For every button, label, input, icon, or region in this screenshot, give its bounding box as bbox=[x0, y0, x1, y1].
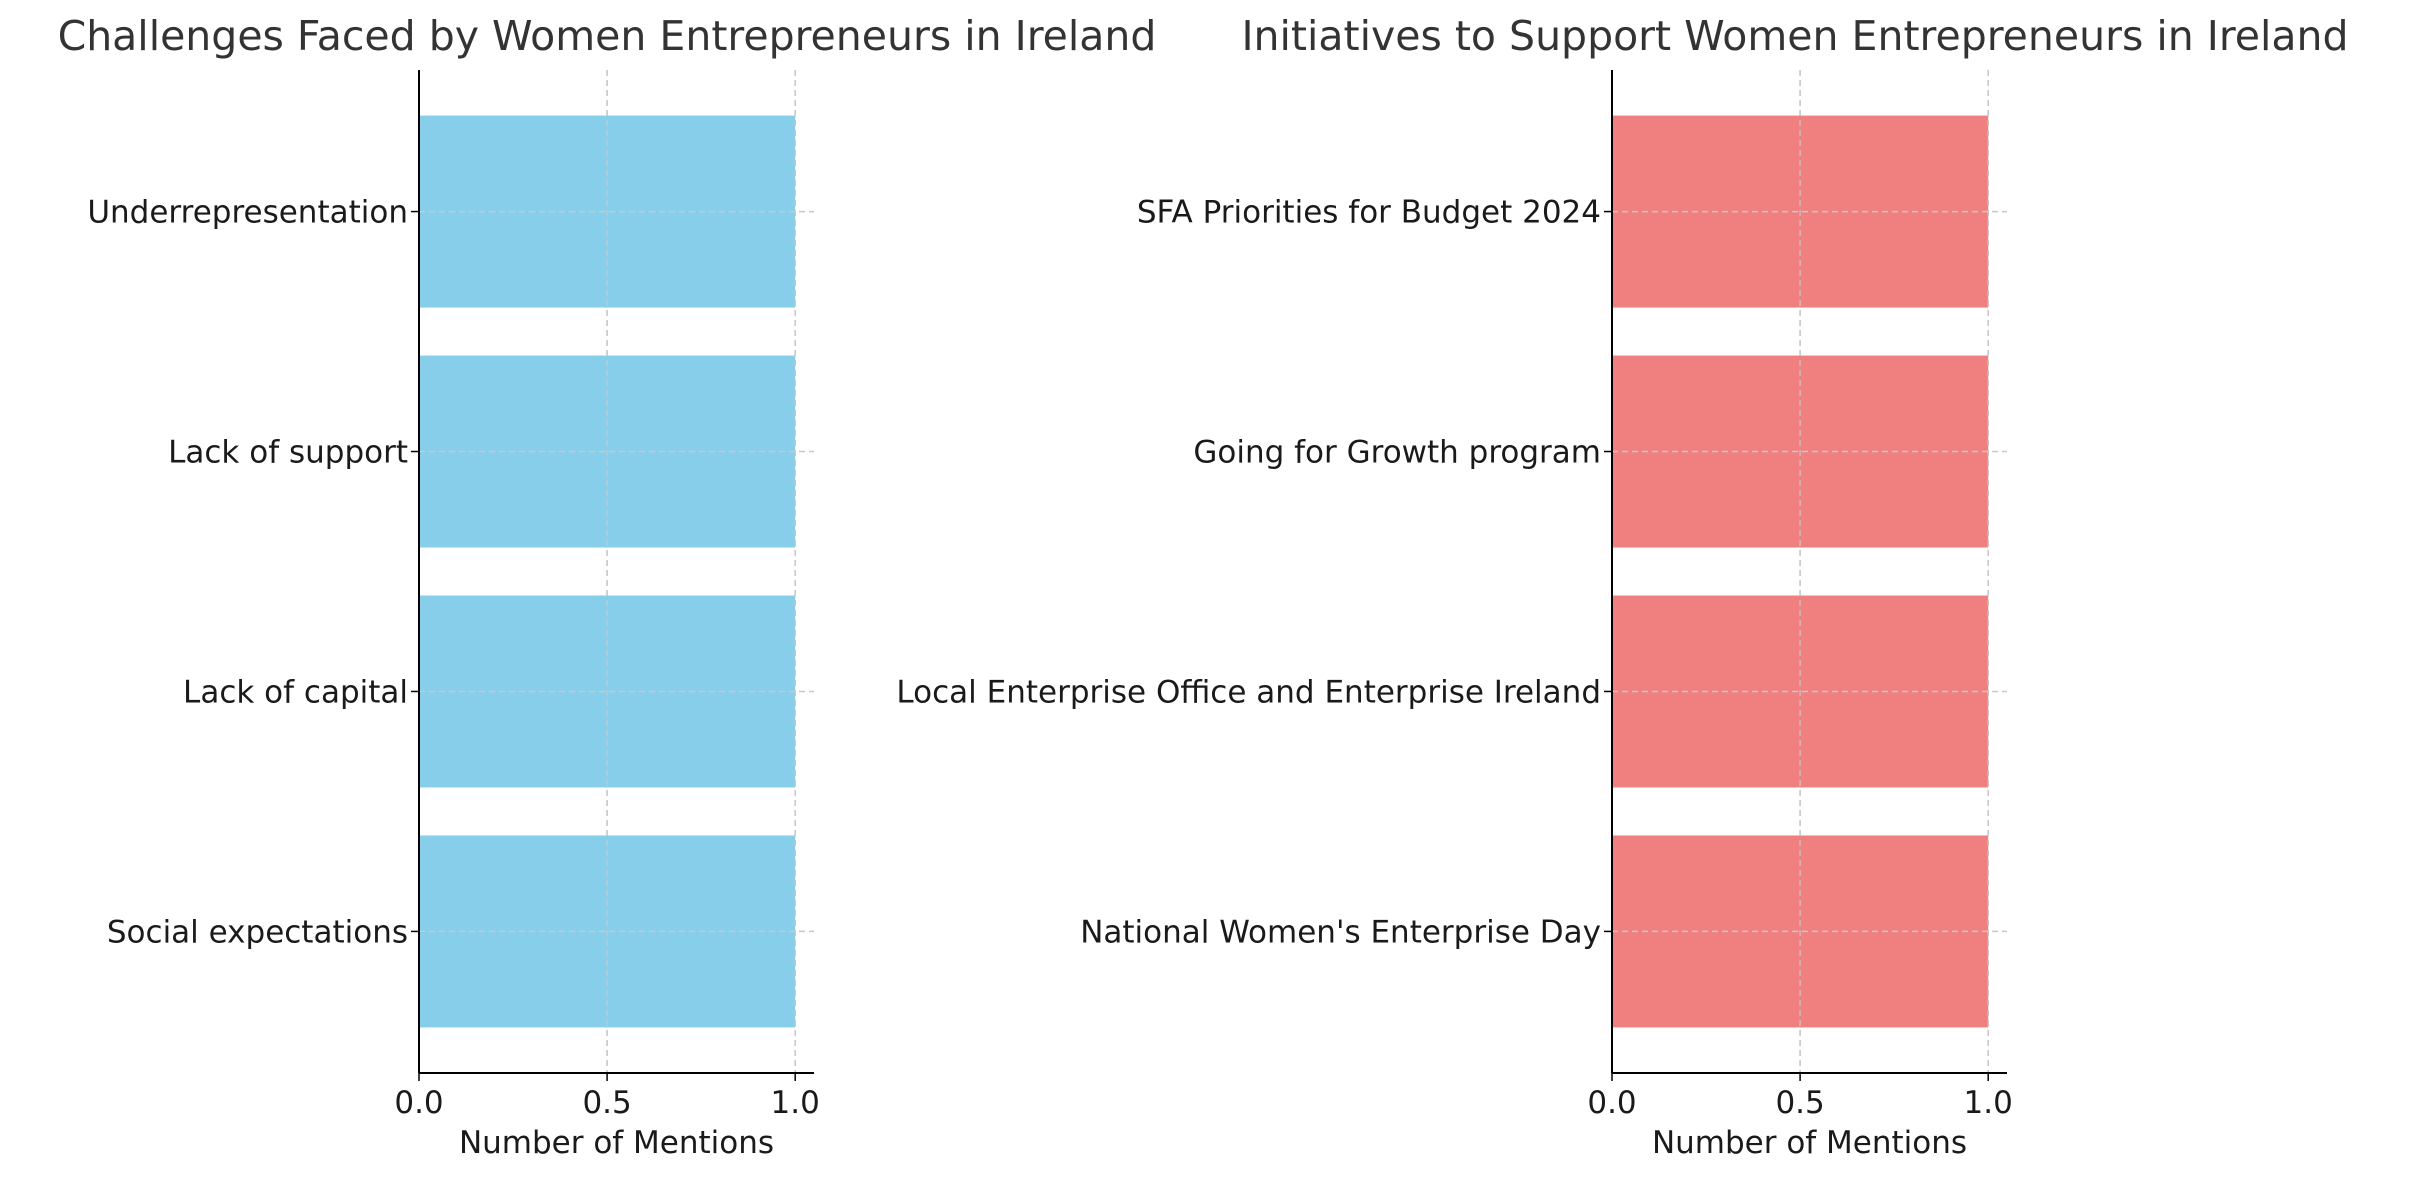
y-tick-label: Social expectations bbox=[107, 914, 408, 950]
y-tick-label: Lack of capital bbox=[183, 674, 408, 710]
x-tick-label: 1.0 bbox=[771, 1085, 820, 1121]
y-tick-label: Going for Growth program bbox=[1193, 435, 1601, 471]
x-axis-label: Number of Mentions bbox=[1652, 1125, 1967, 1161]
y-tick-label: Local Enterprise Office and Enterprise I… bbox=[896, 674, 1601, 710]
chart-title: Initiatives to Support Women Entrepreneu… bbox=[1241, 12, 2348, 60]
chart-title: Challenges Faced by Women Entrepreneurs … bbox=[58, 12, 1157, 60]
y-tick-label: National Women's Enterprise Day bbox=[1080, 914, 1601, 950]
chart-challenges: 0.0 0.5 1.0 Underrepresentation Lack of supp… bbox=[58, 12, 1157, 1161]
x-axis-label: Number of Mentions bbox=[459, 1125, 774, 1161]
x-tick-label: 0.0 bbox=[1587, 1085, 1636, 1121]
chart-initiatives: 0.0 0.5 1.0 SFA Priorities for Budget 2024 G… bbox=[896, 12, 2348, 1161]
x-tick-label: 0.0 bbox=[394, 1085, 443, 1121]
y-tick-label: SFA Priorities for Budget 2024 bbox=[1137, 195, 1601, 231]
y-tick-label: Lack of support bbox=[168, 435, 408, 471]
x-tick-label: 0.5 bbox=[1775, 1085, 1824, 1121]
x-tick-label: 0.5 bbox=[582, 1085, 631, 1121]
x-tick-label: 1.0 bbox=[1964, 1085, 2013, 1121]
y-tick-label: Underrepresentation bbox=[87, 195, 408, 231]
